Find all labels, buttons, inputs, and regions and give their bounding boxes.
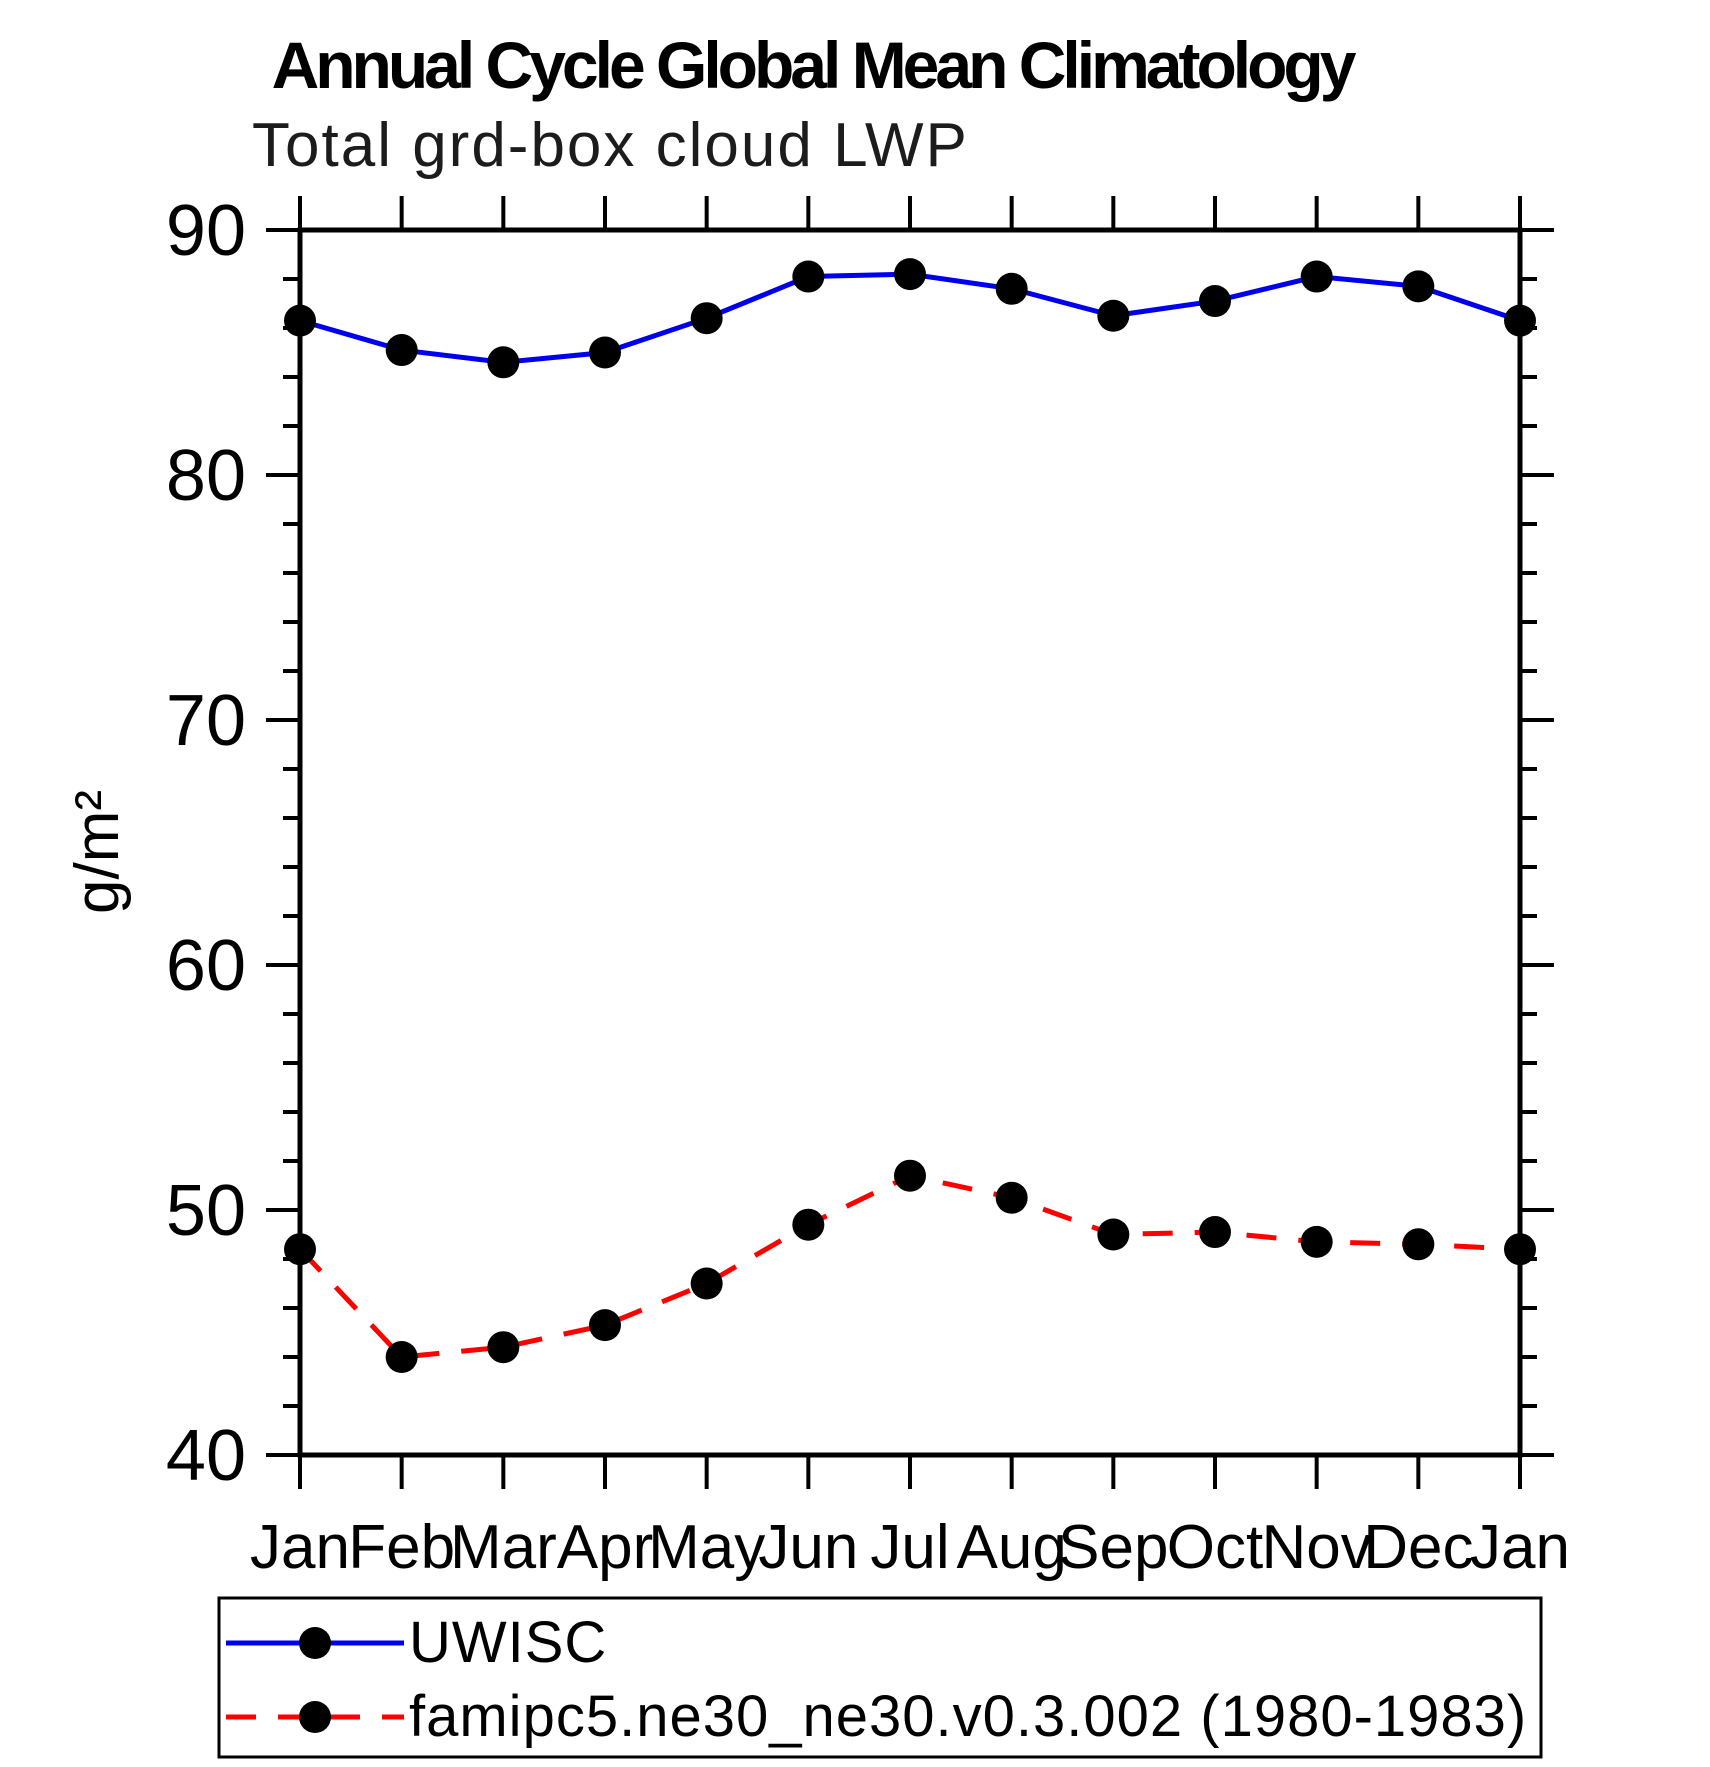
x-tick-label: Apr [557, 1513, 653, 1582]
series-line-model [298, 1173, 1521, 1360]
legend-marker-model [299, 1701, 331, 1733]
data-point-model [995, 1181, 1028, 1214]
data-point-model [792, 1208, 825, 1241]
plot-box [297, 227, 1523, 1458]
data-point-uwisc [1300, 260, 1333, 293]
data-point-uwisc [1199, 285, 1231, 318]
legend-marker-uwisc [299, 1627, 331, 1659]
y-tick-label: 70 [166, 681, 246, 761]
data-point-uwisc [589, 336, 621, 369]
legend-label-uwisc: UWISC [409, 1610, 607, 1675]
legend-label-model: famipc5.ne30_ne30.v0.3.002 (1980-1983) [409, 1684, 1527, 1749]
data-point-uwisc [995, 272, 1028, 305]
x-tick-label: Jun [758, 1513, 858, 1582]
data-point-model [487, 1331, 520, 1364]
chart-subtitle: Total grd-box cloud LWP [252, 111, 969, 180]
x-tick-label: Aug [957, 1513, 1067, 1582]
data-point-model [1097, 1218, 1130, 1251]
data-point-model [894, 1159, 926, 1192]
data-point-uwisc [690, 302, 723, 335]
x-tick-label: Nov [1262, 1513, 1372, 1582]
legend: UWISC famipc5.ne30_ne30.v0.3.002 (1980-1… [217, 1596, 1543, 1759]
data-point-model [1504, 1233, 1536, 1266]
x-tick-label: Dec [1363, 1513, 1473, 1582]
x-tick-label: Oct [1167, 1513, 1263, 1582]
data-point-model [1199, 1216, 1231, 1249]
x-tick-label: Jan [250, 1513, 350, 1582]
x-tick-label: Jan [1470, 1513, 1570, 1582]
data-point-model [385, 1341, 418, 1373]
data-point-uwisc [1097, 299, 1130, 332]
data-point-uwisc [1504, 304, 1536, 337]
data-point-uwisc [284, 304, 316, 337]
data-point-uwisc [792, 260, 825, 293]
y-tick-label: 40 [166, 1416, 246, 1496]
data-point-model [589, 1309, 621, 1342]
legend-box [217, 1596, 1543, 1759]
x-tick-label: Jul [870, 1513, 949, 1582]
y-axis-label: g/m² [63, 790, 132, 914]
data-point-model [1402, 1228, 1435, 1261]
data-point-model [690, 1267, 723, 1300]
x-tick-label: Feb [348, 1513, 455, 1582]
x-tick-label: Mar [450, 1513, 557, 1582]
data-point-uwisc [894, 258, 926, 291]
data-point-model [1300, 1225, 1333, 1258]
y-tick-label: 50 [166, 1171, 246, 1251]
x-tick-label: Sep [1058, 1513, 1168, 1582]
y-tick-label: 90 [166, 191, 246, 271]
y-tick-label: 80 [166, 436, 246, 516]
y-tick-label: 60 [166, 926, 246, 1006]
data-point-model [284, 1233, 316, 1266]
data-point-uwisc [1402, 270, 1435, 303]
x-tick-label: May [648, 1513, 765, 1582]
data-point-uwisc [487, 346, 520, 379]
data-point-uwisc [385, 334, 418, 367]
chart-title: Annual Cycle Global Mean Climatology [272, 28, 1357, 102]
